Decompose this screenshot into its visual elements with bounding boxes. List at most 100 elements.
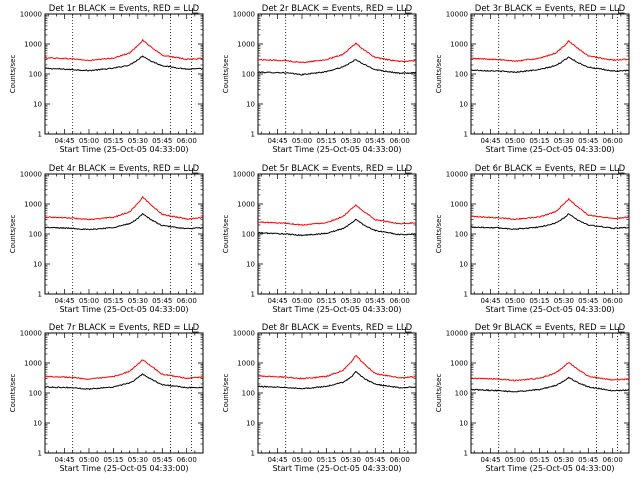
y-tick-label: 1 (464, 450, 468, 458)
x-tick-label: 05:30 (341, 137, 361, 145)
y-tick-label: 1 (38, 291, 42, 299)
x-tick-label: 04:45 (54, 137, 74, 145)
x-tick-label: 05:15 (529, 137, 549, 145)
plot-frame (44, 332, 204, 454)
x-tick-label: 05:45 (365, 137, 385, 145)
lld-series-line (44, 38, 204, 62)
y-tick-label: 1000 (450, 41, 468, 49)
chart-title: Det 8r BLACK = Events, RED = LLD (262, 323, 413, 333)
events-series-line (471, 376, 630, 393)
x-tick-label: 04:45 (54, 297, 74, 305)
time-bracket-mark (618, 8, 625, 14)
x-tick-label: 05:30 (341, 297, 361, 305)
x-tick-label: 04:45 (267, 297, 287, 305)
y-tick-label: 1 (464, 291, 468, 299)
chart-title: Det 2r BLACK = Events, RED = LLD (262, 4, 413, 14)
time-bracket-mark (405, 8, 412, 14)
events-series-line (470, 213, 630, 230)
plot-frame (470, 173, 630, 295)
x-tick-label: 06:00 (603, 297, 623, 305)
lld-series-line (257, 42, 417, 64)
time-bracket-mark (618, 327, 625, 333)
chart-title: Det 5r BLACK = Events, RED = LLD (262, 164, 413, 174)
y-tick-label: 1000 (450, 360, 468, 368)
events-series-line (44, 373, 204, 391)
y-tick-label: 10 (459, 261, 468, 269)
time-bracket-mark (192, 8, 199, 14)
x-tick-label: 05:30 (554, 297, 574, 305)
y-tick-label: 100 (242, 71, 255, 79)
y-axis-label: Counts/sec (9, 215, 17, 254)
y-tick-label: 1 (251, 450, 255, 458)
y-tick-label: 10000 (20, 171, 42, 179)
y-tick-label: 1000 (237, 201, 255, 209)
y-tick-label: 100 (29, 231, 42, 239)
chart-title: Det 6r BLACK = Events, RED = LLD (475, 164, 626, 174)
x-axis-label: Start Time (25-Oct-05 04:33:00) (59, 464, 188, 473)
y-tick-label: 10 (459, 101, 468, 109)
x-tick-label: 06:00 (390, 137, 410, 145)
x-tick-label: 04:45 (267, 137, 287, 145)
chart-title: Det 3r BLACK = Events, RED = LLD (475, 4, 626, 14)
x-tick-label: 05:45 (578, 297, 598, 305)
chart-title: Det 7r BLACK = Events, RED = LLD (49, 323, 200, 333)
x-axis-label: Start Time (25-Oct-05 04:33:00) (485, 145, 614, 154)
x-axis-label: Start Time (25-Oct-05 04:33:00) (272, 464, 401, 473)
y-tick-label: 100 (29, 390, 42, 398)
y-tick-label: 1000 (24, 201, 42, 209)
x-tick-label: 05:15 (529, 456, 549, 464)
chart-panel-2: Det 2r BLACK = Events, RED = LLD 1 10 100 10… (222, 4, 417, 154)
y-axis-label: Counts/sec (435, 215, 443, 254)
chart-title: Det 4r BLACK = Events, RED = LLD (49, 164, 200, 174)
x-tick-label: 05:00 (292, 456, 312, 464)
x-tick-label: 05:30 (128, 137, 148, 145)
x-tick-label: 05:45 (578, 456, 598, 464)
y-tick-label: 10000 (446, 171, 468, 179)
y-tick-label: 10000 (20, 330, 42, 338)
lld-series-line (44, 195, 204, 221)
plot-frame (257, 332, 417, 454)
y-tick-label: 10 (246, 101, 255, 109)
y-tick-label: 100 (455, 231, 468, 239)
y-tick-label: 10000 (233, 330, 255, 338)
plot-frame (470, 332, 630, 454)
chart-title: Det 1r BLACK = Events, RED = LLD (49, 4, 200, 14)
chart-panel-9: Det 9r BLACK = Events, RED = LLD 1 10 100 10… (435, 323, 630, 473)
x-tick-label: 05:45 (365, 297, 385, 305)
y-tick-label: 10000 (446, 330, 468, 338)
lld-series-line (44, 359, 204, 380)
x-axis-label: Start Time (25-Oct-05 04:33:00) (59, 145, 188, 154)
lld-series-line (470, 362, 630, 382)
chart-panel-7: Det 7r BLACK = Events, RED = LLD 1 10 100 10… (9, 323, 204, 473)
y-tick-label: 1000 (24, 41, 42, 49)
lld-series-line (257, 204, 417, 226)
x-tick-label: 05:00 (292, 137, 312, 145)
x-tick-label: 05:15 (316, 456, 336, 464)
x-tick-label: 04:45 (480, 456, 500, 464)
plot-frame (470, 13, 630, 135)
events-series-line (257, 218, 417, 237)
x-tick-label: 05:45 (578, 137, 598, 145)
x-tick-label: 05:45 (152, 137, 172, 145)
y-tick-label: 10000 (20, 11, 42, 19)
x-tick-label: 04:45 (54, 456, 74, 464)
y-axis-label: Counts/sec (9, 374, 17, 413)
events-series-line (257, 59, 417, 76)
y-tick-label: 10 (33, 420, 42, 428)
x-tick-label: 05:00 (505, 456, 525, 464)
y-tick-label: 1 (38, 131, 42, 139)
y-tick-label: 10 (33, 101, 42, 109)
x-axis-label: Start Time (25-Oct-05 04:33:00) (272, 305, 401, 314)
x-axis-label: Start Time (25-Oct-05 04:33:00) (272, 145, 401, 154)
y-tick-label: 100 (242, 231, 255, 239)
y-axis-label: Counts/sec (222, 55, 230, 94)
x-tick-label: 05:30 (128, 456, 148, 464)
x-tick-label: 05:15 (316, 297, 336, 305)
y-tick-label: 100 (29, 71, 42, 79)
y-tick-label: 1 (251, 291, 255, 299)
x-tick-label: 06:00 (177, 297, 197, 305)
chart-panel-1: Det 1r BLACK = Events, RED = LLD 1 10 100 10… (9, 4, 204, 154)
x-tick-label: 05:45 (152, 297, 172, 305)
chart-panel-3: Det 3r BLACK = Events, RED = LLD 1 10 100 10… (435, 4, 630, 154)
x-tick-label: 05:00 (292, 297, 312, 305)
